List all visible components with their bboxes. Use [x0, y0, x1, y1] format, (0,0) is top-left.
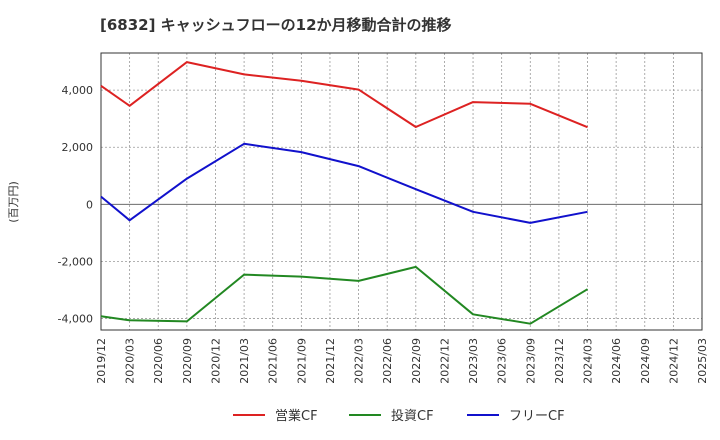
- series-layer: [100, 61, 589, 325]
- y-tick-label: 2,000: [62, 141, 94, 154]
- x-tick-label: 2023/03: [467, 338, 480, 384]
- y-tick-label: 4,000: [62, 84, 94, 97]
- y-tick-label: -2,000: [58, 255, 93, 268]
- y-axis-label: (百万円): [7, 181, 20, 223]
- x-tick-label: 2020/12: [209, 338, 222, 384]
- series-line-1: [100, 265, 589, 325]
- plot-frame: [100, 52, 703, 331]
- x-tick-label: 2024/03: [582, 338, 595, 384]
- x-tick-label: 2023/12: [553, 338, 566, 384]
- x-tick-label: 2021/09: [295, 338, 308, 384]
- x-tick-label: 2024/06: [610, 338, 623, 384]
- grid-layer: [101, 53, 702, 330]
- x-tick-label: 2020/03: [124, 338, 137, 384]
- x-tick-label: 2023/06: [496, 338, 509, 384]
- chart-title: [6832] キャッシュフローの12か月移動合計の推移: [100, 16, 452, 34]
- x-tick-label: 2021/06: [267, 338, 280, 384]
- legend-label-2: フリーCF: [509, 409, 565, 424]
- x-tick-label: 2020/06: [152, 338, 165, 384]
- x-tick-label: 2021/12: [324, 338, 337, 384]
- legend: 営業CF 投資CF フリーCF: [233, 408, 565, 424]
- x-tick-label: 2020/09: [181, 338, 194, 384]
- x-tick-label: 2021/03: [238, 338, 251, 384]
- y-tick-label: 0: [86, 198, 93, 211]
- y-tick-label: -4,000: [58, 313, 93, 326]
- x-tick-label: 2023/09: [524, 338, 537, 384]
- x-tick-label: 2022/09: [410, 338, 423, 384]
- legend-label-0: 営業CF: [275, 408, 318, 424]
- legend-label-1: 投資CF: [391, 408, 434, 424]
- x-tick-label: 2019/12: [95, 338, 108, 384]
- x-tick-label: 2022/12: [438, 338, 451, 384]
- series-line-2: [100, 142, 588, 224]
- x-tick-label: 2022/03: [353, 338, 366, 384]
- x-tick-label: 2024/09: [639, 338, 652, 384]
- series-line-0: [100, 61, 588, 129]
- x-tick-label: 2024/12: [667, 338, 680, 384]
- x-tick-label: 2025/03: [696, 338, 709, 384]
- x-tick-label: 2022/06: [381, 338, 394, 384]
